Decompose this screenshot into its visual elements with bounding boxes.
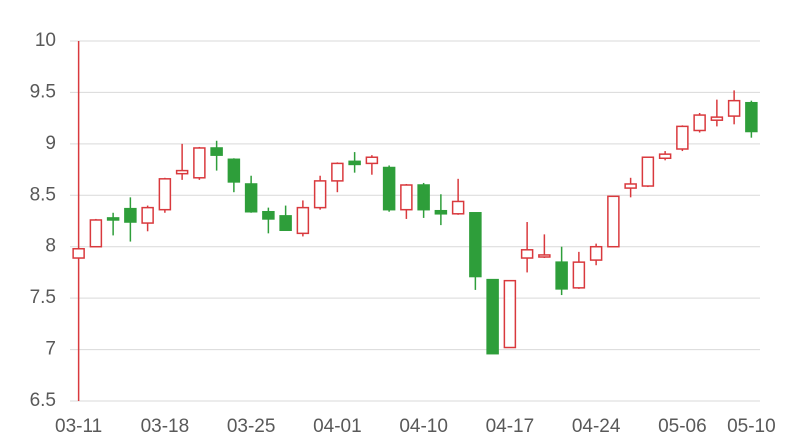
- candle-body: [331, 162, 344, 182]
- candle-body: [503, 279, 517, 349]
- y-tick-label: 9: [45, 133, 56, 154]
- candle-body: [72, 248, 85, 259]
- candle-body: [262, 210, 275, 220]
- candle-body: [641, 156, 655, 187]
- candle-body: [676, 125, 689, 150]
- candle-body: [607, 195, 620, 248]
- x-tick-label: 03-25: [227, 416, 276, 437]
- y-tick-label: 10: [35, 30, 56, 51]
- x-tick-label: 04-01: [313, 416, 362, 437]
- candle-body: [244, 183, 258, 213]
- candle-body: [348, 160, 361, 166]
- y-tick-label: 7.5: [30, 287, 56, 308]
- candle-body: [106, 217, 120, 221]
- candle-body: [589, 245, 603, 261]
- y-tick-label: 8.5: [30, 184, 56, 205]
- candle-body: [451, 200, 465, 215]
- candle-body: [210, 147, 223, 156]
- candle-body: [279, 215, 292, 232]
- candle-body: [382, 166, 396, 211]
- candle-body: [538, 254, 551, 258]
- x-tick-label: 03-11: [55, 416, 102, 437]
- x-tick-label: 05-10: [727, 416, 776, 437]
- candle-body: [365, 156, 379, 165]
- candle-body: [745, 101, 758, 133]
- x-tick-label: 04-24: [572, 416, 621, 437]
- candle-body: [520, 249, 534, 259]
- candle-body: [693, 114, 706, 132]
- x-tick-label: 05-06: [658, 416, 707, 437]
- candle-body: [313, 180, 327, 209]
- candle-body: [555, 261, 568, 290]
- candle-body: [572, 261, 586, 289]
- candle-body: [486, 278, 499, 355]
- candle-body: [227, 158, 241, 183]
- candle-body: [141, 206, 154, 224]
- candle-body: [89, 219, 103, 248]
- candle-body: [727, 99, 741, 117]
- candle-body: [624, 183, 637, 189]
- x-tick-label: 03-18: [141, 416, 190, 437]
- y-tick-label: 6.5: [30, 390, 56, 411]
- candle-body: [469, 212, 482, 278]
- x-tick-label: 04-10: [399, 416, 448, 437]
- candle-body: [175, 169, 189, 175]
- candle-body: [158, 178, 172, 211]
- candle-body: [658, 153, 672, 160]
- x-tick-label: 04-17: [486, 416, 535, 437]
- candle-body: [193, 147, 206, 179]
- candle-body: [400, 184, 413, 211]
- candle-body: [434, 209, 448, 215]
- y-tick-label: 8: [45, 236, 56, 257]
- candle-body: [710, 116, 724, 121]
- y-tick-label: 9.5: [30, 81, 56, 102]
- candle-body: [296, 206, 310, 235]
- candle-body: [124, 207, 137, 223]
- candle-body: [417, 184, 430, 211]
- y-tick-label: 7: [45, 339, 56, 360]
